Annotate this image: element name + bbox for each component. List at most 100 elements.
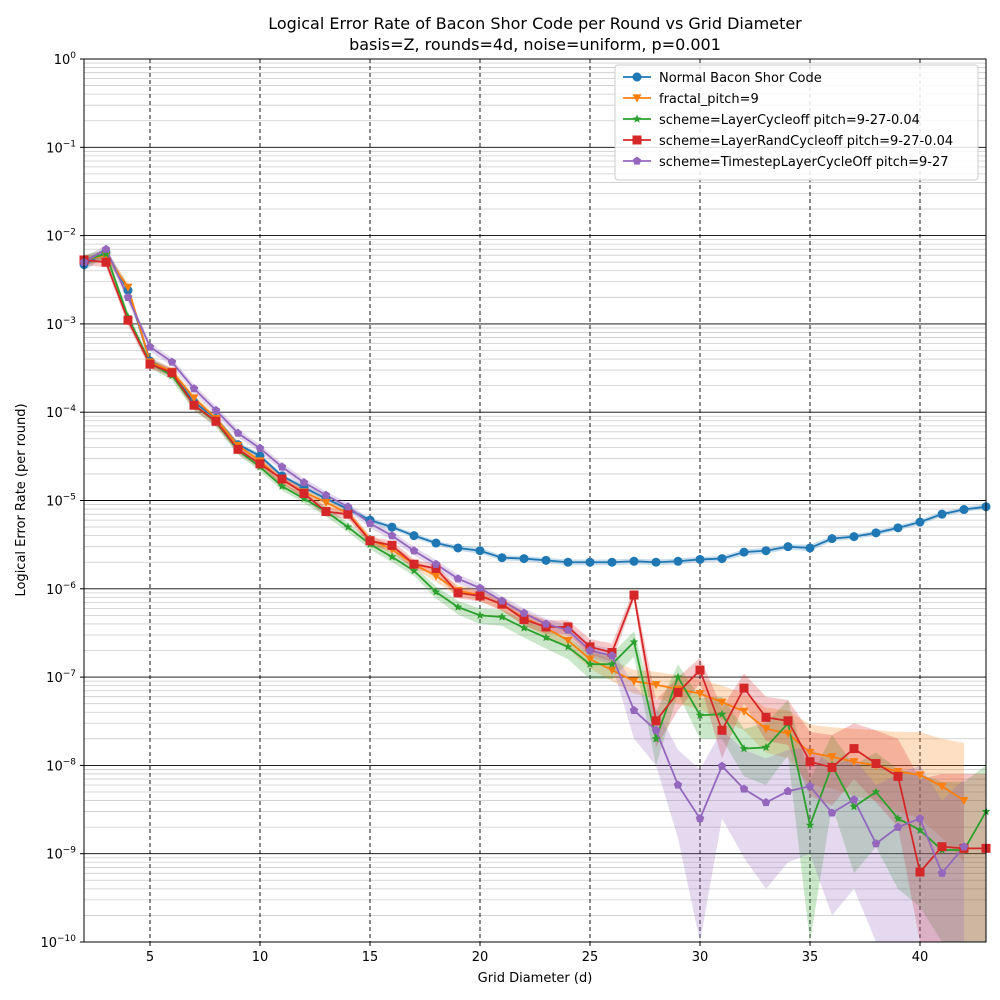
series-0-point (937, 509, 947, 519)
series-3-point (387, 540, 397, 550)
series-1-point (585, 655, 595, 664)
series-0-point (959, 505, 969, 515)
series-1-point (717, 698, 727, 707)
series-3-point (453, 588, 463, 598)
series-4-point (805, 781, 815, 790)
legend-box (614, 64, 979, 181)
series-3-point (321, 507, 331, 517)
series-4-point (541, 619, 551, 628)
x-tick-label: 30 (692, 950, 709, 965)
series-0-point (409, 531, 419, 541)
y-tick-label: 10−1 (46, 139, 76, 156)
series-3-point (849, 744, 859, 754)
series-4-point (453, 574, 463, 583)
legend-marker (632, 114, 642, 123)
series-1-point (629, 677, 639, 686)
series-markers (79, 244, 991, 877)
series-2-point (431, 587, 441, 596)
series-2-point (387, 552, 397, 561)
series-3-point (761, 712, 771, 722)
series-0-point (541, 555, 551, 565)
series-0-point (453, 543, 463, 553)
x-tick-label: 15 (362, 950, 379, 965)
series-3-point (409, 559, 419, 569)
series-0-point (563, 557, 573, 567)
series-3-point (937, 842, 947, 852)
series-3-point (871, 759, 881, 769)
series-4-point (585, 646, 595, 655)
series-1-point (937, 782, 947, 791)
series-3-point (299, 489, 309, 499)
series-2-point (629, 637, 639, 646)
series-2-point (299, 494, 309, 503)
series-3-point (739, 683, 749, 693)
series-4-point (563, 625, 573, 634)
y-tick-label: 10−4 (46, 404, 76, 421)
series-4-point (409, 546, 419, 555)
y-tick-label: 10−5 (46, 493, 76, 510)
series-4-point (827, 808, 837, 817)
series-3-point (893, 771, 903, 781)
series-3-point (255, 459, 265, 469)
series-4-band (84, 245, 964, 942)
series-0-point (651, 557, 661, 567)
series-4-point (937, 868, 947, 877)
chart-title: Logical Error Rate of Bacon Shor Code pe… (268, 14, 802, 33)
series-3-point (673, 687, 683, 697)
series-2-point (475, 610, 485, 620)
series-4-point (123, 292, 133, 301)
legend-marker (632, 94, 642, 103)
series-2-point (893, 814, 903, 823)
series-2-point (585, 659, 595, 668)
series-2-point (695, 710, 705, 719)
series-1-point (695, 690, 705, 699)
series-3-point (431, 563, 441, 573)
series-4-point (629, 705, 639, 715)
series-0-point (849, 532, 859, 542)
series-4-point (673, 780, 683, 789)
series-4-point (717, 761, 727, 770)
legend-label: scheme=TimestepLayerCycleOff pitch=9-27 (659, 155, 949, 170)
series-2-point (849, 802, 859, 811)
series-2-point (915, 825, 925, 834)
series-2-point (563, 642, 573, 651)
series-1-point (563, 636, 573, 645)
x-tick-label: 5 (146, 950, 154, 965)
x-tick-label: 35 (802, 950, 819, 965)
series-0-point (717, 554, 727, 564)
series-0-point (475, 546, 485, 556)
series-4-point (277, 462, 287, 471)
series-2-band (84, 249, 986, 942)
series-4-point (233, 428, 243, 437)
y-tick-label: 10−6 (46, 581, 76, 598)
series-4-point (431, 559, 441, 568)
series-0-point (695, 554, 705, 564)
chart-subtitle: basis=Z, rounds=4d, noise=uniform, p=0.0… (349, 35, 721, 54)
series-3-point (805, 757, 815, 767)
series-1-point (805, 748, 815, 757)
y-tick-label: 10−9 (46, 846, 76, 863)
legend: Normal Bacon Shor Code fractal_pitch=9sch… (614, 64, 979, 181)
series-3-point (343, 509, 353, 519)
series-4-point (849, 795, 859, 804)
series-0-point (783, 542, 793, 552)
series-2-point (871, 787, 881, 796)
series-4-point (497, 596, 507, 605)
series-4-point (607, 651, 617, 660)
series-3-point (827, 762, 837, 772)
y-tick-label: 10−2 (46, 228, 76, 245)
y-tick-label: 10−10 (40, 934, 76, 951)
series-0-point (915, 517, 925, 527)
series-2-point (761, 742, 771, 752)
series-1-point (431, 572, 441, 581)
series-2-point (607, 659, 617, 668)
series-3-point (233, 444, 243, 454)
series-4-point (387, 531, 397, 540)
series-3-point (123, 315, 133, 325)
series-4-point (871, 839, 881, 848)
series-3-point (717, 725, 727, 735)
series-2-point (673, 672, 683, 681)
series-0-point (607, 557, 617, 567)
series-4-point (519, 608, 529, 617)
series-4-point (739, 784, 749, 793)
